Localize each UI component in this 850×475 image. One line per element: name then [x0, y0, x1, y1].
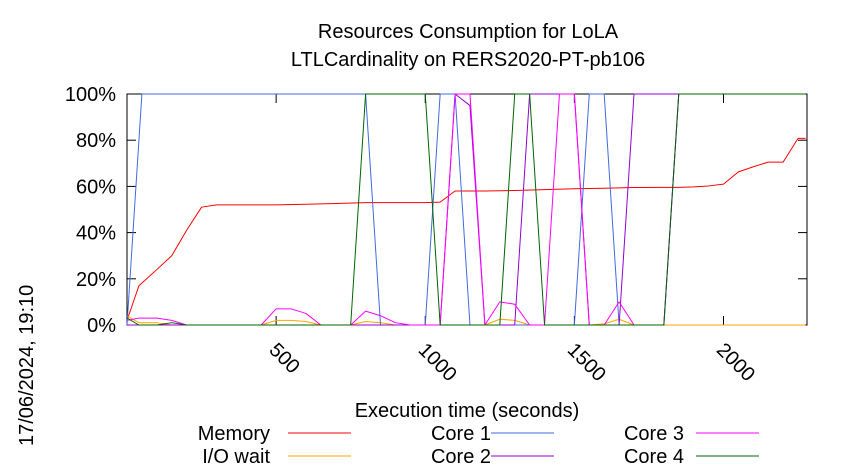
legend-label: Core 4	[624, 446, 684, 468]
x-tick-label: 1500	[563, 339, 610, 386]
timestamp-label: 17/06/2024, 19:10	[16, 285, 38, 446]
y-axis: 0% 20% 40% 60% 80% 100%	[65, 84, 807, 337]
y-tick-label: 80%	[76, 130, 116, 152]
x-tick-label: 500	[265, 339, 304, 378]
series-lines	[126, 93, 806, 326]
y-tick-label: 100%	[65, 84, 116, 106]
y-tick-label: 20%	[76, 269, 116, 291]
series-line-core-4	[126, 93, 806, 326]
legend-label: I/O wait	[202, 446, 270, 468]
legend-label: Core 2	[431, 446, 491, 468]
y-tick-label: 0%	[87, 315, 116, 337]
series-line-memory	[126, 137, 806, 321]
x-tick-label: 2000	[712, 339, 759, 386]
plot-area	[126, 93, 808, 326]
y-tick-label: 60%	[76, 176, 116, 198]
legend-label: Core 1	[431, 423, 491, 445]
y-tick-label: 40%	[76, 223, 116, 245]
chart-subtitle: LTLCardinality on RERS2020-PT-pb106	[291, 49, 645, 71]
x-tick-label: 1000	[414, 339, 461, 386]
legend-label: Memory	[198, 423, 270, 445]
legend-label: Core 3	[624, 423, 684, 445]
x-axis-label: Execution time (seconds)	[355, 400, 580, 422]
chart-title: Resources Consumption for LoLA	[318, 21, 619, 43]
